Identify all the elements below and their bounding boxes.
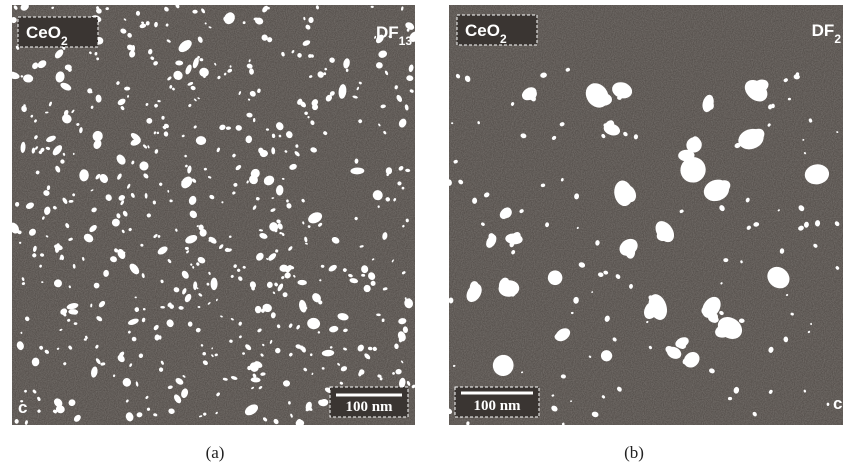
mode: DF bbox=[376, 23, 399, 42]
corner-label: c bbox=[18, 398, 27, 417]
corner-label: c bbox=[833, 394, 842, 413]
scale-label: 100 nm bbox=[345, 399, 393, 415]
panel-texture bbox=[12, 5, 415, 425]
micrograph-b: CeO2 DF2 100 nm c bbox=[445, 5, 843, 426]
particle bbox=[267, 37, 272, 42]
micrograph-a: CeO2 DF13 100 nm c bbox=[6, 2, 421, 427]
particle bbox=[175, 60, 183, 65]
mode-sub: 13 bbox=[399, 34, 413, 48]
figure: CeO2 DF13 100 nm c CeO2 DF2 100 nm c (a)… bbox=[0, 0, 843, 464]
caption-a: (a) bbox=[206, 443, 225, 462]
material: CeO bbox=[26, 23, 61, 42]
mode: DF bbox=[812, 21, 835, 40]
material: CeO bbox=[465, 21, 500, 40]
caption-b: (b) bbox=[624, 443, 644, 462]
material-sub: 2 bbox=[500, 32, 507, 46]
material-sub: 2 bbox=[61, 34, 68, 48]
mode-sub: 2 bbox=[834, 32, 841, 46]
scale-label: 100 nm bbox=[473, 398, 521, 414]
particle bbox=[255, 306, 261, 313]
